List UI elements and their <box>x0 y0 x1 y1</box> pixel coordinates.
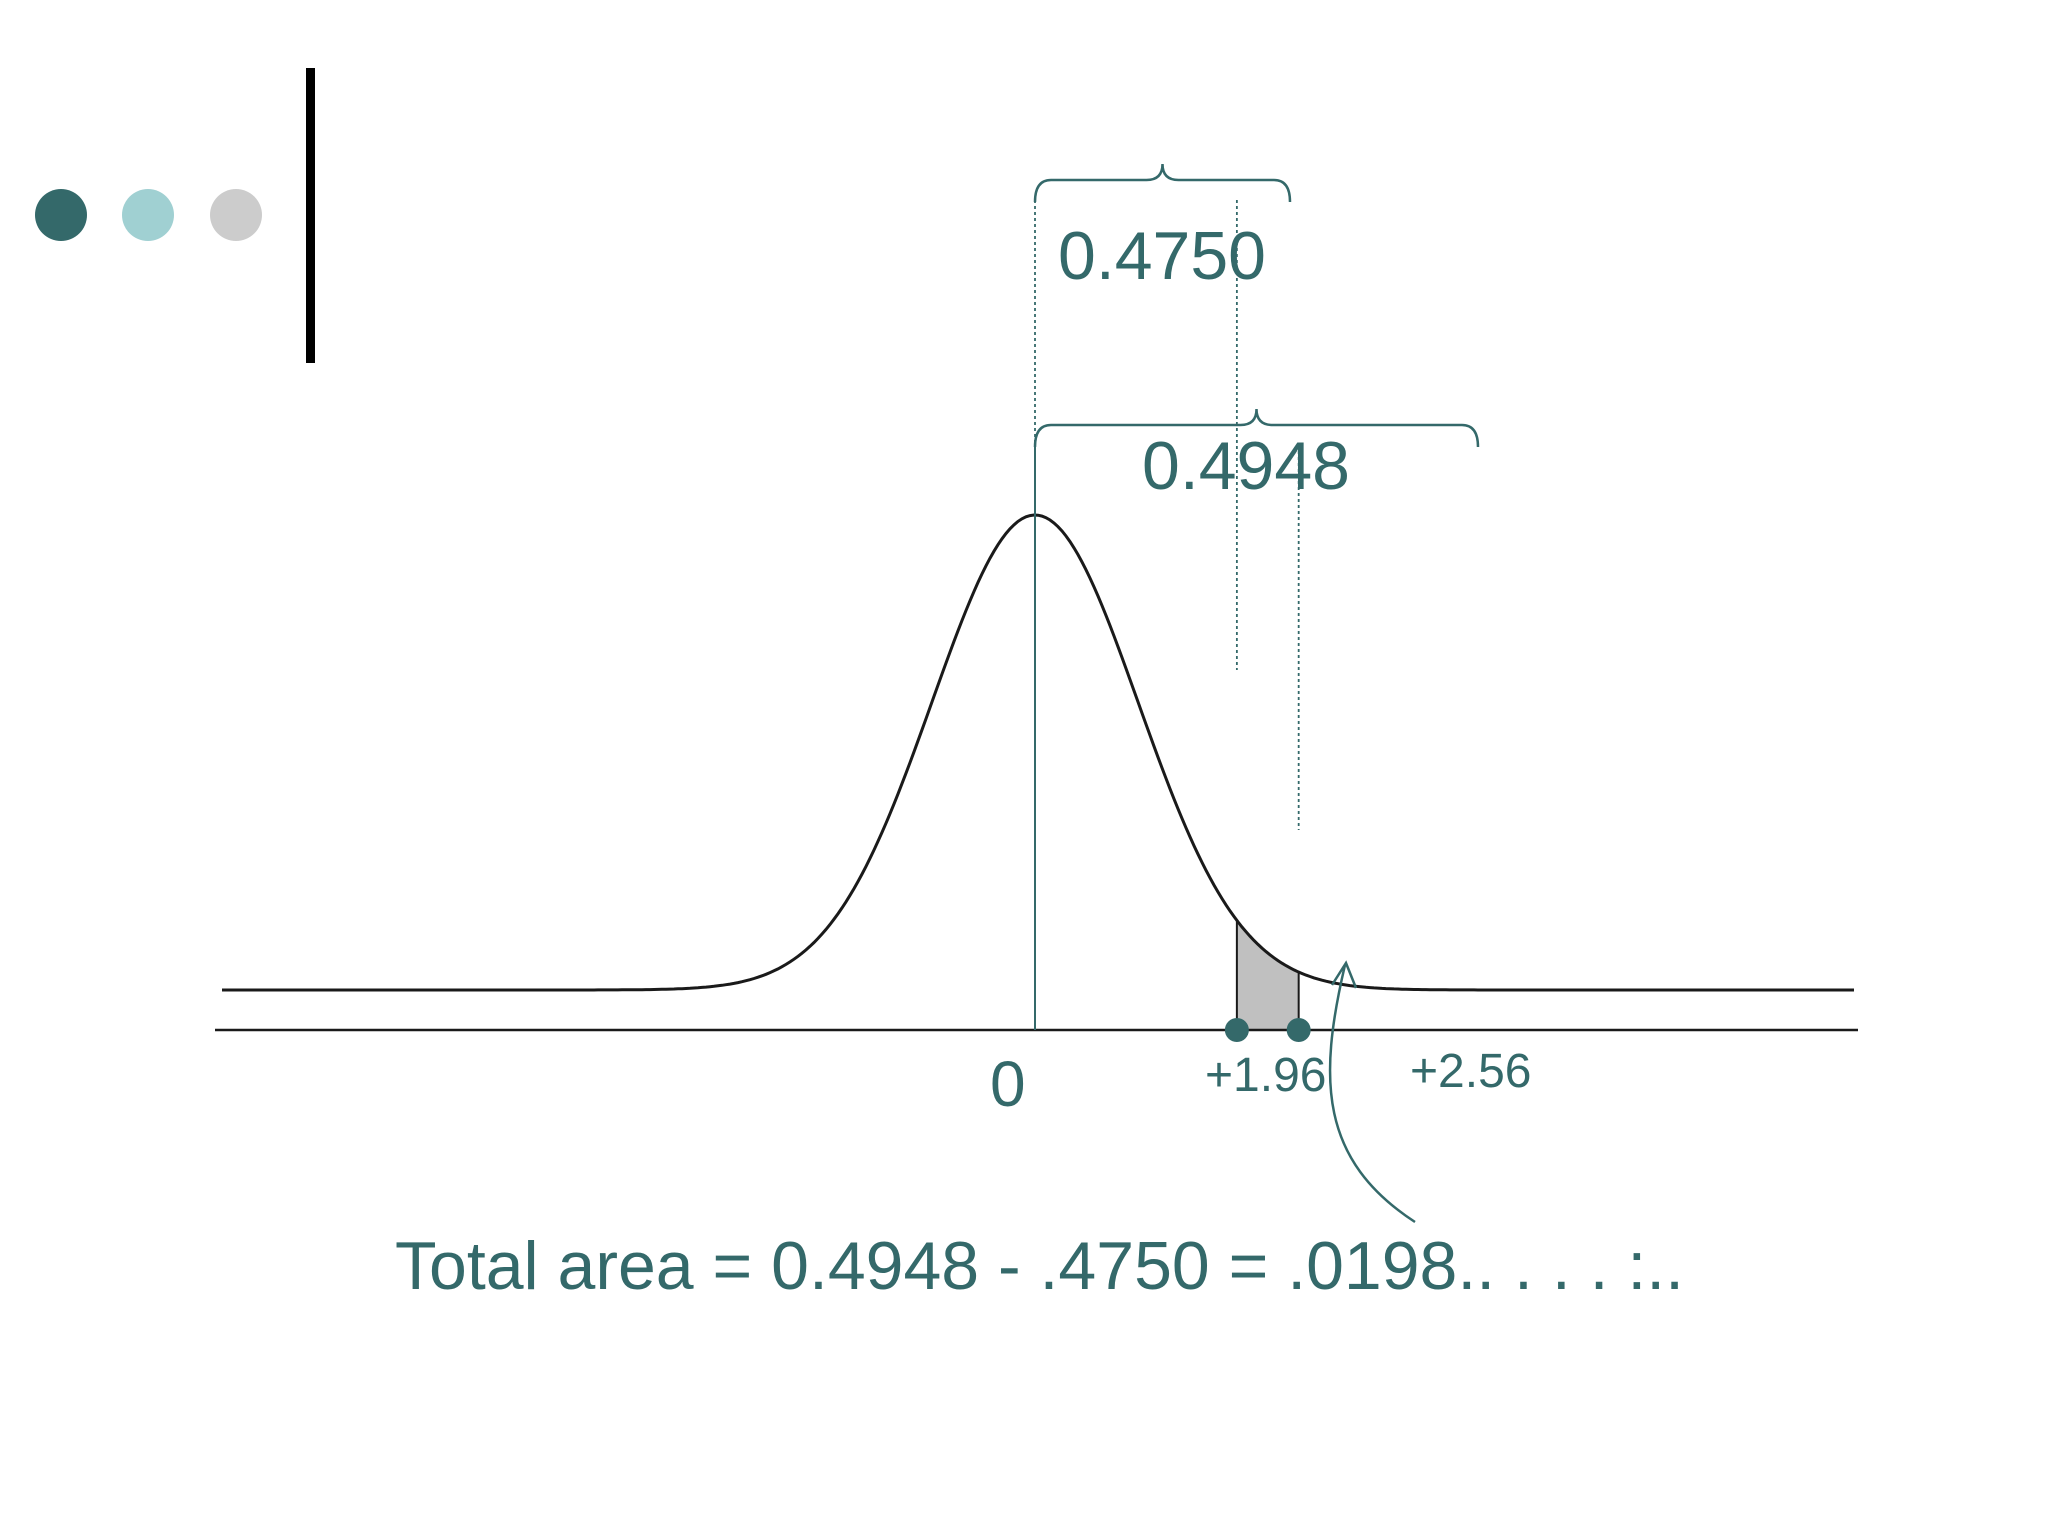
brace-area-to-z196 <box>1033 163 1292 203</box>
z256-label: +2.56 <box>1410 1045 1532 1098</box>
point-z256 <box>1286 1018 1311 1042</box>
area-label-04750: 0.4750 <box>1058 218 1266 294</box>
point-z196 <box>1224 1018 1249 1042</box>
title-divider-bar <box>306 68 315 363</box>
area-label-04948: 0.4948 <box>1142 428 1350 504</box>
normal-curve <box>222 513 1854 992</box>
center-tick-label: 0 <box>990 1048 1026 1120</box>
light-teal-dot <box>122 189 174 241</box>
total-area-equation: Total area = 0.4948 - .4750 = .0198.. . … <box>395 1228 1685 1304</box>
gray-dot <box>210 189 262 241</box>
dark-teal-dot <box>35 189 87 241</box>
pointer-arrow-head <box>1330 960 1358 989</box>
brace-area-to-z256 <box>1033 408 1480 448</box>
pointer-arrow <box>1328 964 1416 1224</box>
z196-label: +1.96 <box>1205 1049 1327 1102</box>
shaded-area-region <box>1235 919 1300 1031</box>
